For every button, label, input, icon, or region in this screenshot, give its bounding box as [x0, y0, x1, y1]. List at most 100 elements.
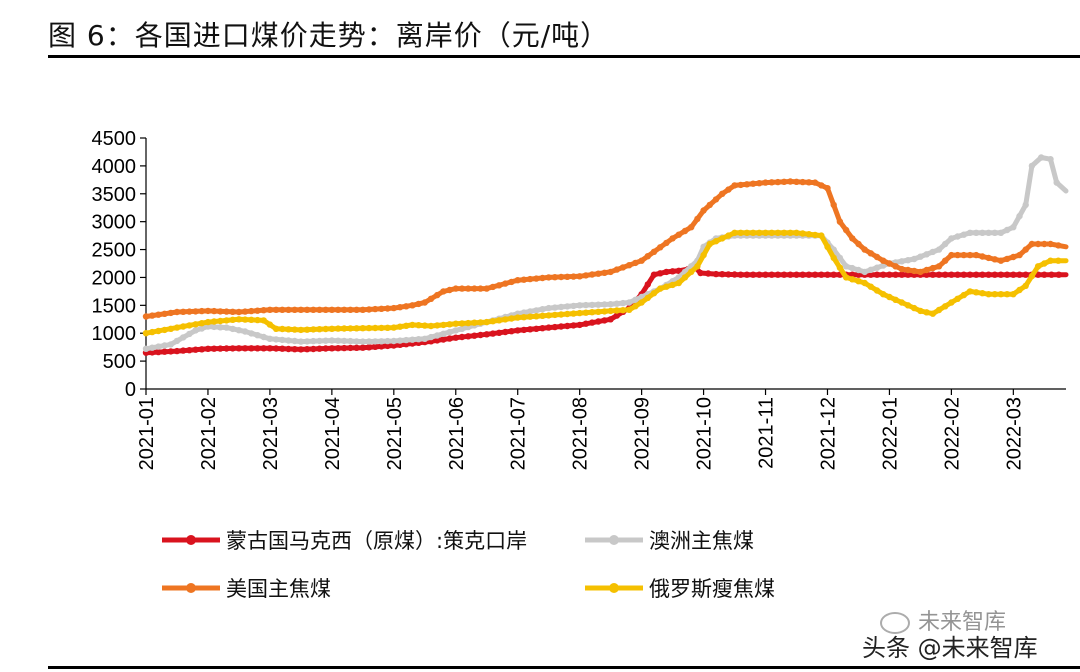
series-point: [675, 279, 682, 287]
series-point: [149, 344, 156, 351]
series-point: [322, 345, 329, 352]
series-point: [576, 302, 583, 309]
series-point: [966, 288, 974, 295]
series-point: [613, 300, 620, 307]
series-point: [979, 290, 986, 297]
series-point: [973, 271, 980, 278]
series-point: [254, 307, 261, 314]
series-point: [477, 331, 484, 339]
series-point: [688, 268, 695, 276]
series-point: [700, 207, 707, 214]
series-point: [322, 306, 329, 313]
series-point: [1034, 240, 1042, 248]
series-point: [539, 306, 546, 313]
series-point: [570, 302, 577, 310]
series-point: [880, 291, 887, 298]
series-point: [173, 324, 181, 331]
series-point: [582, 301, 590, 309]
series-point: [973, 251, 980, 259]
series-point: [657, 270, 664, 277]
series-point: [316, 337, 323, 345]
series-point: [948, 299, 955, 306]
series-point: [873, 264, 881, 271]
series-point: [477, 319, 484, 326]
series-point: [347, 306, 354, 313]
x-tick-label: 2021-09: [632, 397, 654, 470]
x-tick-label: 2021-07: [508, 397, 530, 470]
series-point: [830, 201, 837, 209]
series-point: [923, 251, 930, 258]
series-point: [836, 254, 844, 262]
series-point: [780, 271, 788, 278]
series-point: [942, 303, 949, 310]
series-point: [434, 291, 441, 299]
series-point: [997, 271, 1005, 278]
series-point: [155, 311, 162, 318]
series-point: [173, 347, 181, 355]
y-tick-label: 500: [103, 351, 136, 373]
series-point: [595, 308, 602, 315]
series-point: [935, 271, 943, 278]
series-point: [347, 325, 354, 332]
series-point: [911, 267, 918, 275]
series-point: [322, 325, 329, 333]
series-point: [632, 303, 639, 310]
x-tick-label: 2021-11: [756, 397, 778, 469]
series-point: [607, 268, 614, 276]
series-point: [303, 346, 311, 353]
series-point: [495, 329, 503, 336]
legend-label: 蒙古国马克西（原煤）:策克口岸: [226, 529, 527, 553]
legend-item-1: 澳洲主焦煤: [585, 529, 754, 553]
series-point: [855, 266, 862, 274]
series-point: [880, 257, 887, 264]
series-point: [279, 325, 286, 333]
series-point: [1047, 240, 1054, 248]
series-point: [421, 322, 428, 329]
series-point: [1041, 271, 1048, 278]
series-point: [886, 293, 893, 301]
series-point: [192, 321, 199, 328]
series-point: [570, 322, 577, 329]
series-point: [266, 321, 274, 328]
series-point: [198, 307, 205, 315]
series-point: [235, 345, 243, 352]
series-point: [818, 232, 825, 239]
series-point: [954, 295, 961, 302]
series-point: [644, 253, 651, 260]
series-point: [365, 324, 373, 332]
series-point: [359, 325, 366, 332]
series-point: [241, 316, 249, 323]
series-point: [942, 271, 949, 278]
series-point: [272, 306, 280, 313]
series-point: [415, 322, 422, 329]
series-point: [942, 257, 949, 264]
series-point: [657, 285, 664, 292]
series-point: [551, 274, 559, 281]
x-tick-label: 2022-02: [941, 397, 963, 470]
series-point: [638, 257, 645, 264]
series-point: [849, 235, 856, 242]
series-point: [681, 227, 689, 235]
series-point: [551, 323, 559, 331]
series-point: [737, 229, 744, 236]
series-point: [917, 307, 924, 315]
series-point: [1010, 271, 1017, 278]
series-point: [161, 342, 168, 349]
series-point: [421, 335, 428, 342]
series-point: [458, 325, 466, 332]
series-point: [979, 271, 986, 278]
series-point: [1028, 272, 1036, 280]
series-point: [1028, 162, 1036, 170]
series-point: [452, 334, 459, 341]
series-point: [849, 264, 856, 272]
series-point: [440, 321, 447, 329]
series-point: [210, 307, 218, 315]
series-point: [564, 273, 571, 280]
series-point: [898, 271, 905, 278]
series-point: [465, 285, 472, 292]
series-point: [725, 232, 732, 239]
series-point: [880, 271, 887, 278]
series-point: [619, 307, 627, 314]
series-point: [595, 270, 602, 277]
series-point: [811, 231, 819, 239]
